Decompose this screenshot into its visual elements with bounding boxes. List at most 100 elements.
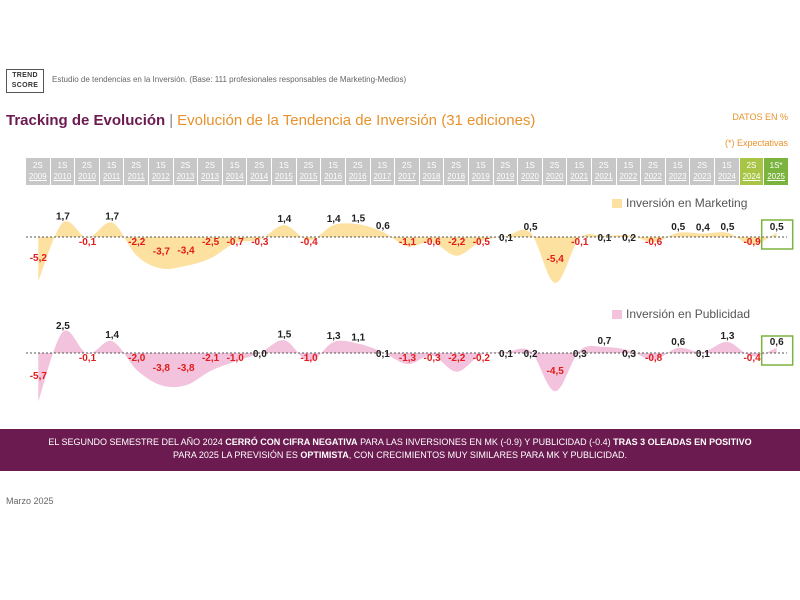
- data-label: -0,4: [743, 353, 761, 364]
- period-cell: 1S 2024: [715, 158, 739, 185]
- data-label: -5,4: [547, 254, 565, 265]
- data-label: 2,5: [56, 321, 70, 332]
- period-cell: 2S 2009: [26, 158, 50, 185]
- period-cell: 2S 2019: [493, 158, 518, 185]
- data-label: -1,3: [399, 353, 417, 364]
- period-cell: 2S 2021: [592, 158, 616, 185]
- banner-line2-c: , CON CRECIMIENTOS MUY SIMILARES PARA MK…: [348, 450, 627, 460]
- data-label: 0,1: [376, 349, 390, 360]
- period-year: 2019: [496, 172, 515, 181]
- period-year: 2018: [422, 172, 441, 181]
- period-year: 2023: [668, 172, 687, 181]
- highlight-box: [760, 335, 794, 366]
- period-year: 2024: [742, 172, 761, 181]
- period-year: 2013: [201, 172, 219, 181]
- data-label: 0,2: [622, 233, 636, 244]
- data-label: 0,5: [671, 222, 685, 233]
- data-label: -1,0: [300, 353, 318, 364]
- data-label: 1,4: [327, 214, 341, 225]
- period-cell: 2S 2011: [124, 158, 149, 185]
- legend-swatch: [612, 199, 622, 208]
- period-half: 1S: [106, 161, 117, 170]
- period-cell: 1S 2020: [518, 158, 542, 185]
- period-year: 2014: [225, 172, 244, 181]
- period-cell: 2S 2013: [173, 158, 198, 185]
- period-cell: 1S 2015: [272, 158, 296, 185]
- period-cell: 2S 2020: [542, 158, 567, 185]
- data-label: 0,1: [696, 349, 710, 360]
- period-half: 2S: [402, 161, 412, 170]
- period-half: 2S: [352, 161, 363, 170]
- data-label: 0,0: [253, 349, 267, 360]
- units-note: DATOS EN %: [732, 112, 788, 122]
- data-label: 1,5: [277, 329, 291, 340]
- period-year: 2015: [275, 172, 293, 181]
- period-cell: 2S 2017: [395, 158, 419, 185]
- data-label: -0,4: [300, 237, 318, 248]
- title-subtitle: Evolución de la Tendencia de Inversión (…: [177, 112, 536, 129]
- period-half: 1S: [525, 161, 535, 170]
- banner-line1-d: TRAS 3 OLEADAS EN POSITIVO: [613, 437, 752, 447]
- trendscore-logo: TREND SCORE: [6, 69, 44, 93]
- period-half: 1S: [475, 161, 486, 170]
- period-cell: 1S 2010: [50, 158, 75, 185]
- period-cell: 2S 2014: [247, 158, 272, 185]
- footer-date: Marzo 2025: [6, 496, 54, 506]
- period-cell: 1S* 2025: [764, 158, 788, 185]
- period-year: 2011: [103, 172, 121, 181]
- period-half: 1S: [279, 161, 289, 170]
- banner-line2-a: PARA 2025 LA PREVISIÓN ES: [173, 450, 301, 460]
- period-cell: 2S 2010: [75, 158, 99, 185]
- period-year: 2017: [398, 172, 416, 181]
- period-half: 2S: [648, 161, 658, 170]
- data-label: 0,3: [622, 349, 636, 360]
- period-half: 2S: [500, 161, 511, 170]
- period-year: 2018: [447, 172, 466, 181]
- data-label: -3,4: [177, 245, 195, 256]
- period-cell: 1S 2019: [468, 158, 493, 185]
- period-cell: 1S 2012: [149, 158, 173, 185]
- period-half: 2S: [697, 161, 708, 170]
- period-year: 2025: [767, 172, 785, 181]
- period-half: 2S: [746, 161, 757, 170]
- period-year: 2016: [348, 172, 367, 181]
- period-year: 2010: [78, 172, 96, 181]
- legend-label: Inversión en Marketing: [626, 196, 747, 210]
- data-label: -0,7: [227, 237, 245, 248]
- period-half: 1S: [672, 161, 683, 170]
- period-half: 2S: [549, 161, 560, 170]
- title-separator: |: [169, 112, 174, 129]
- data-label: -0,1: [571, 237, 589, 248]
- period-cell: 1S 2022: [616, 158, 641, 185]
- data-label: -2,5: [202, 237, 220, 248]
- data-label: 1,1: [351, 333, 365, 344]
- expectations-note: (*) Expectativas: [724, 138, 788, 148]
- data-label: -3,8: [153, 363, 171, 374]
- period-year: 2022: [619, 172, 638, 181]
- period-half: 1S: [229, 161, 240, 170]
- data-label: 0,6: [671, 337, 685, 348]
- period-half: 1S: [377, 161, 388, 170]
- logo-line2: SCORE: [11, 82, 39, 89]
- period-half: 2S: [451, 161, 462, 170]
- period-half: 2S: [32, 161, 43, 170]
- period-half: 1S: [721, 161, 732, 170]
- data-label: 1,5: [351, 213, 365, 224]
- data-label: 0,5: [770, 222, 784, 233]
- data-label: 0,5: [721, 222, 735, 233]
- data-label: -4,5: [547, 366, 565, 377]
- data-label: -0,2: [473, 353, 491, 364]
- data-label: 0,1: [499, 233, 513, 244]
- period-cell: 1S 2021: [567, 158, 592, 185]
- page-title: Tracking de Evolución | Evolución de la Te…: [6, 112, 535, 129]
- period-half: 2S: [82, 161, 92, 170]
- banner-line2: PARA 2025 LA PREVISIÓN ES OPTIMISTA, CON…: [0, 449, 800, 462]
- data-label: 0,7: [597, 336, 611, 347]
- data-label: -2,2: [448, 237, 466, 248]
- data-label: -3,8: [177, 363, 195, 374]
- period-year: 2010: [53, 172, 72, 181]
- data-label: 0,3: [573, 349, 587, 360]
- period-cell: 1S 2016: [321, 158, 345, 185]
- data-label: -2,2: [448, 353, 466, 364]
- period-year: 2020: [521, 172, 539, 181]
